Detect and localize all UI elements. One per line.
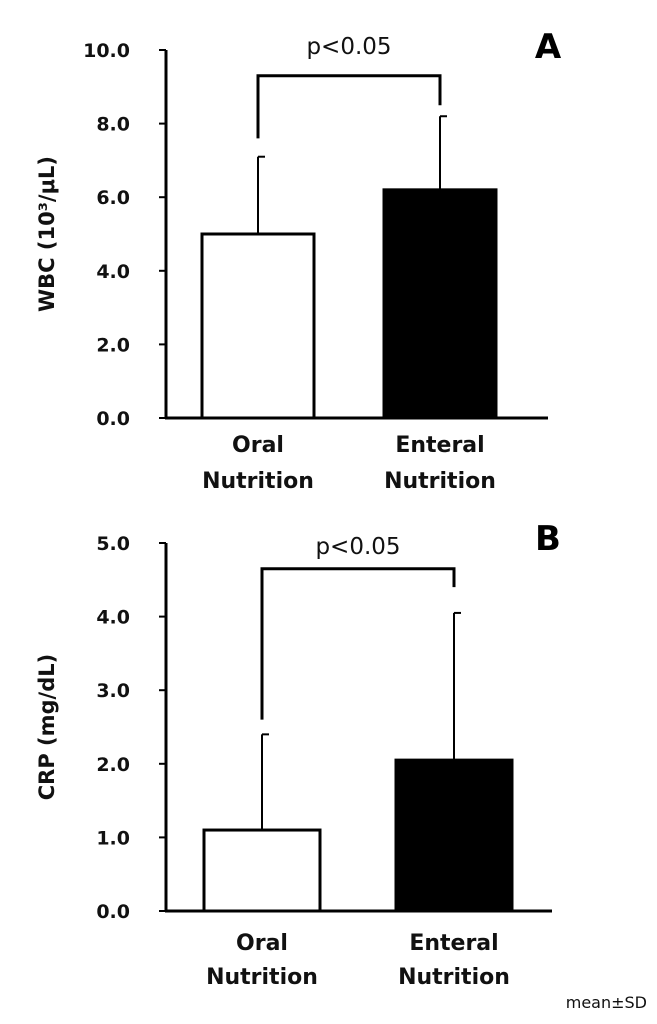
y-tick-label: 10.0 [83, 40, 130, 62]
category-label: Enteral [409, 931, 498, 956]
y-tick-label: 2.0 [96, 334, 130, 356]
panel-a-wbc-chart: 0.0 2.0 4.0 6.0 8.0 10.0 WBC (10³/μL) A Oral Nutr… [35, 27, 562, 494]
y-tick-label: 4.0 [96, 261, 130, 283]
category-label: Nutrition [384, 469, 496, 494]
bar-1 [394, 758, 514, 913]
category-label: Nutrition [398, 965, 510, 990]
category-label: Enteral [395, 433, 484, 458]
y-tick-label: 0.0 [96, 408, 130, 430]
y-tick-label: 8.0 [96, 114, 130, 136]
panel-letter: A [535, 27, 562, 67]
y-tick-label: 3.0 [96, 680, 130, 702]
y-axis-title: WBC (10³/μL) [35, 156, 59, 312]
significance-bracket [260, 567, 456, 720]
y-tick-label: 5.0 [96, 533, 130, 555]
category-label: Nutrition [202, 469, 314, 494]
significance-label: p<0.05 [306, 34, 391, 60]
significance-label: p<0.05 [315, 534, 400, 560]
y-tick-label: 6.0 [96, 187, 130, 209]
y-tick-label: 4.0 [96, 607, 130, 629]
bar-1 [382, 188, 498, 420]
category-label: Nutrition [206, 965, 318, 990]
bar-0 [200, 232, 316, 420]
panel-letter: B [535, 519, 561, 559]
category-label: Oral [236, 931, 288, 956]
category-label: Oral [232, 433, 284, 458]
y-tick-label: 1.0 [96, 827, 130, 849]
bar-0 [202, 828, 322, 913]
y-tick-label: 2.0 [96, 754, 130, 776]
panel-b-crp-chart: 0.0 1.0 2.0 3.0 4.0 5.0 CRP (mg/dL) B Oral Nutrit… [35, 519, 561, 990]
footnote-mean-sd: mean±SD [566, 993, 647, 1012]
y-axis-title: CRP (mg/dL) [35, 654, 59, 800]
significance-bracket [256, 74, 442, 139]
y-tick-label: 0.0 [96, 901, 130, 923]
